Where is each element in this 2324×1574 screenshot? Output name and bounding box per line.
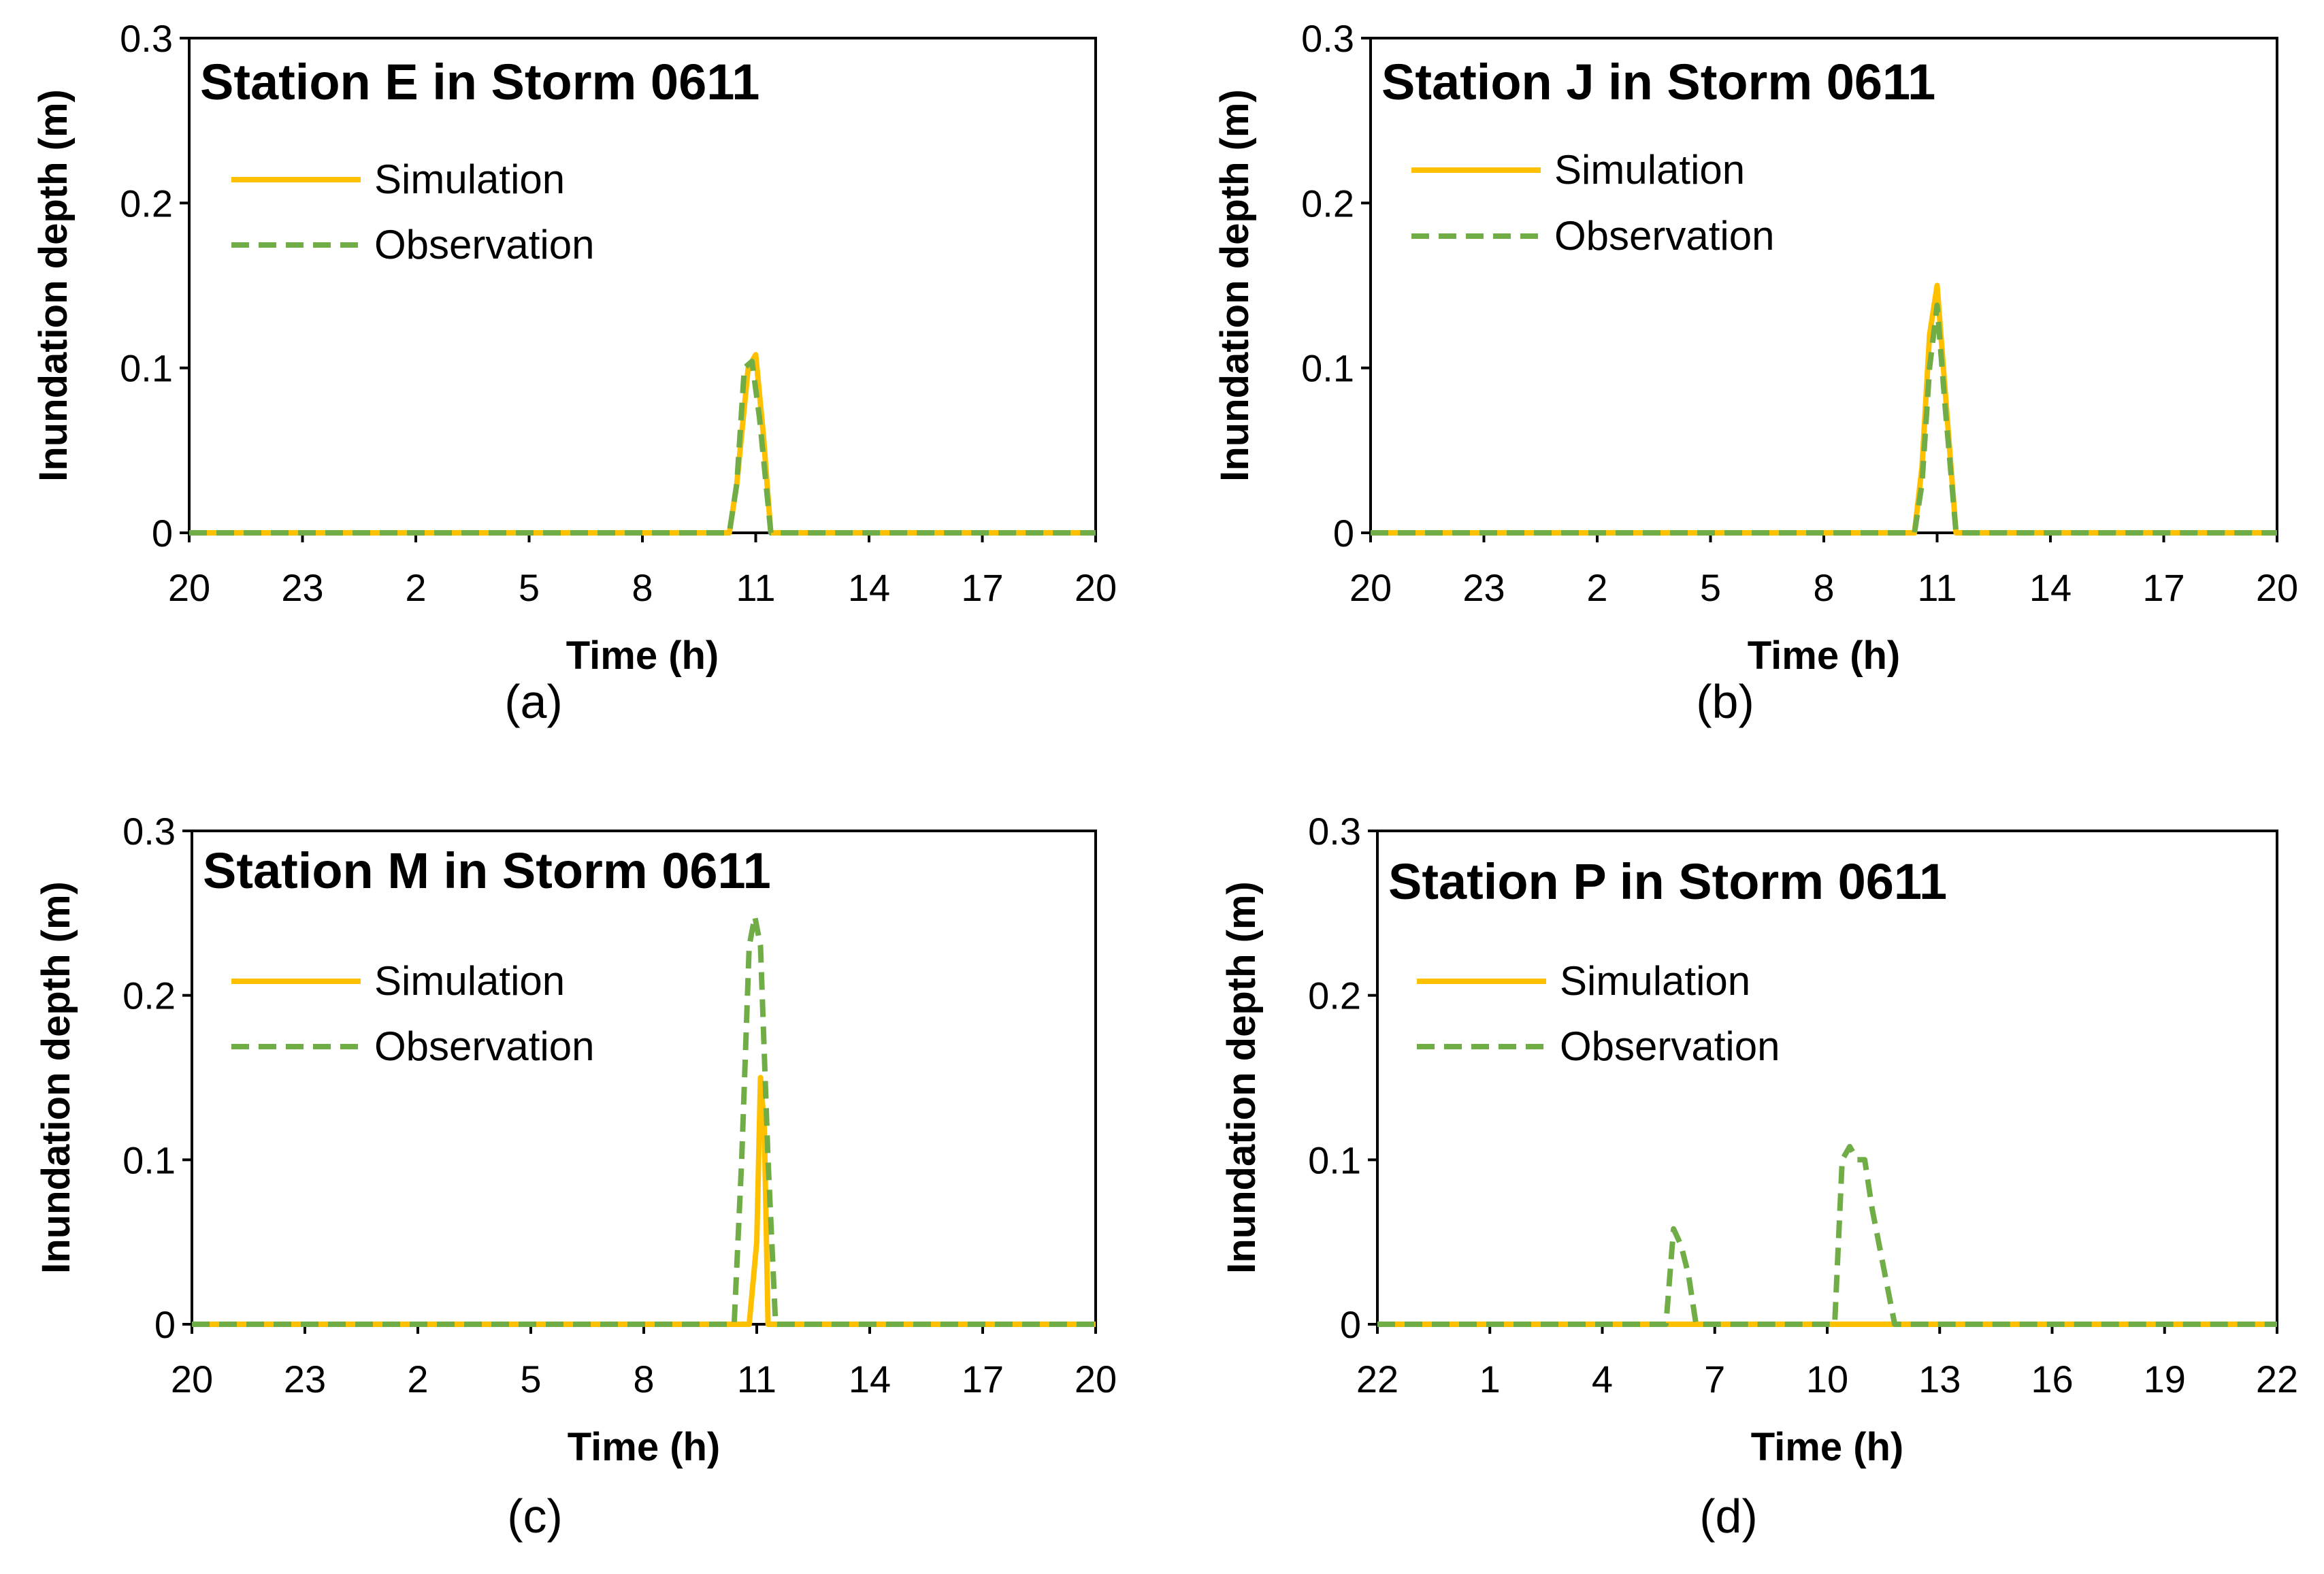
- x-tick-label: 5: [1700, 566, 1721, 609]
- x-tick-label: 14: [848, 566, 890, 609]
- x-tick-label: 8: [632, 566, 653, 609]
- x-axis-label: Time (h): [1748, 634, 1901, 678]
- x-tick-label: 20: [171, 1358, 213, 1400]
- x-tick-label: 11: [736, 566, 775, 609]
- x-tick-label: 22: [1356, 1358, 1398, 1400]
- panel-caption: (d): [1699, 1490, 1758, 1543]
- y-tick-label: 0.3: [1308, 810, 1361, 853]
- chart-title: Station E in Storm 0611: [200, 54, 759, 110]
- y-tick-label: 0: [152, 512, 173, 555]
- legend-label-observation: Observation: [374, 1023, 595, 1069]
- x-tick-label: 2: [1586, 566, 1607, 609]
- y-tick-label: 0.1: [1308, 1138, 1361, 1181]
- y-tick-label: 0: [1340, 1303, 1361, 1346]
- chart-title: Station P in Storm 0611: [1388, 853, 1947, 910]
- y-tick-label: 0.1: [120, 347, 173, 390]
- x-tick-label: 17: [962, 1358, 1004, 1400]
- y-tick-label: 0.3: [122, 810, 176, 853]
- panel-caption: (c): [507, 1490, 563, 1543]
- series-line-simulation: [192, 1075, 1096, 1327]
- x-tick-label: 2: [407, 1358, 428, 1400]
- y-tick-label: 0.2: [1301, 182, 1354, 225]
- panel-c: 0 0.1 0.2 0.3 20 23 2 5 8 11 14 17 20 Time (h) Inundat…: [34, 810, 1117, 1543]
- x-tick-label: 20: [2256, 566, 2298, 609]
- x-tick-label: 14: [849, 1358, 891, 1400]
- x-tick-label: 16: [2031, 1358, 2073, 1400]
- y-tick-label: 0: [154, 1303, 176, 1346]
- x-tick-label: 20: [1349, 566, 1392, 609]
- x-tick-label: 20: [168, 566, 210, 609]
- x-tick-label: 19: [2144, 1358, 2186, 1400]
- x-axis-label: Time (h): [566, 634, 719, 678]
- x-tick-label: 13: [1918, 1358, 1961, 1400]
- legend-label-observation: Observation: [1554, 213, 1775, 259]
- legend-label-simulation: Simulation: [1560, 958, 1750, 1004]
- x-tick-label: 10: [1806, 1358, 1848, 1400]
- y-tick-label: 0.2: [1308, 974, 1361, 1017]
- legend-label-observation: Observation: [1560, 1023, 1780, 1069]
- y-axis-label: Inundation depth (m): [31, 89, 76, 482]
- series-line-observation: [189, 359, 1096, 536]
- legend-label-simulation: Simulation: [374, 157, 565, 202]
- chart-title: Station J in Storm 0611: [1381, 54, 1935, 110]
- x-tick-label: 5: [520, 1358, 541, 1400]
- x-axis-label: Time (h): [568, 1425, 721, 1469]
- panel-caption: (b): [1696, 675, 1754, 728]
- y-axis-label: Inundation depth (m): [1213, 89, 1257, 482]
- x-tick-label: 2: [405, 566, 426, 609]
- y-tick-label: 0: [1333, 512, 1354, 555]
- x-tick-label: 23: [1462, 566, 1505, 609]
- x-tick-label: 11: [737, 1358, 776, 1400]
- panel-b: 0 0.1 0.2 0.3 20 23 2 5 8 11 14 17 20 Time (h) Inundat…: [1213, 17, 2298, 728]
- chart-title: Station M in Storm 0611: [203, 842, 771, 899]
- x-tick-label: 7: [1704, 1358, 1725, 1400]
- x-tick-label: 23: [281, 566, 323, 609]
- legend-label-observation: Observation: [374, 222, 595, 267]
- legend-label-simulation: Simulation: [1554, 147, 1745, 193]
- x-tick-label: 20: [1075, 566, 1117, 609]
- legend-label-simulation: Simulation: [374, 958, 565, 1004]
- y-tick-label: 0.2: [120, 182, 173, 225]
- y-axis-label: Inundation depth (m): [34, 881, 78, 1274]
- panel-a: 0 0.1 0.2 0.3 20 23 2 5 8 11 14 17 20 Time (h) Inundat…: [31, 17, 1117, 728]
- x-axis-label: Time (h): [1751, 1425, 1904, 1469]
- x-tick-label: 4: [1592, 1358, 1613, 1400]
- x-tick-label: 20: [1075, 1358, 1117, 1400]
- x-tick-label: 8: [633, 1358, 654, 1400]
- y-tick-label: 0.1: [1301, 347, 1354, 390]
- y-axis-label: Inundation depth (m): [1220, 881, 1264, 1274]
- y-tick-label: 0.2: [122, 974, 176, 1017]
- x-tick-label: 8: [1813, 566, 1834, 609]
- y-tick-label: 0.1: [122, 1138, 176, 1181]
- x-tick-label: 17: [2142, 566, 2184, 609]
- x-tick-label: 23: [284, 1358, 326, 1400]
- y-tick-label: 0.3: [1301, 17, 1354, 60]
- x-tick-label: 11: [1917, 566, 1957, 609]
- x-tick-label: 22: [2256, 1358, 2298, 1400]
- y-tick-label: 0.3: [120, 17, 173, 60]
- series-line-observation: [1371, 302, 2277, 536]
- x-tick-label: 17: [961, 566, 1003, 609]
- x-tick-label: 5: [519, 566, 540, 609]
- series-line-observation: [1377, 1144, 2277, 1327]
- x-tick-label: 14: [2029, 566, 2072, 609]
- panel-caption: (a): [504, 675, 563, 728]
- x-tick-label: 1: [1479, 1358, 1501, 1400]
- panel-d: 0 0.1 0.2 0.3 22 1 4 7 10 13 16 19 22 Time (h) Inundat…: [1220, 810, 2298, 1543]
